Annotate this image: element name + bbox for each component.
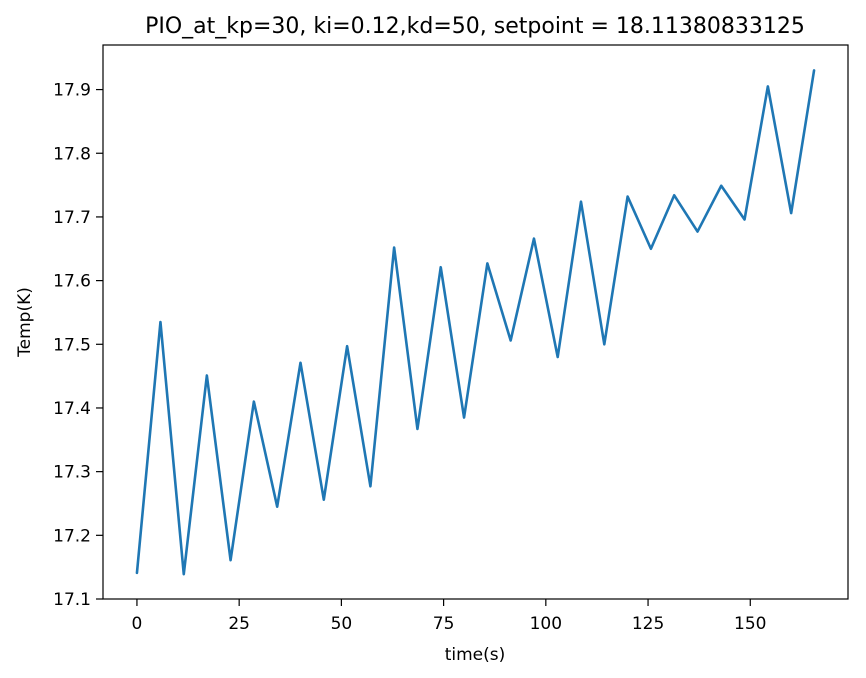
y-tick-label: 17.1: [53, 590, 91, 610]
x-axis: 0 25 50 75 100 125 150: [132, 599, 767, 634]
x-tick-label: 75: [433, 614, 455, 634]
y-tick-label: 17.8: [53, 144, 91, 164]
chart-title: PIO_at_kp=30, ki=0.12,kd=50, setpoint = …: [145, 14, 805, 39]
series-layer: [135, 69, 816, 576]
y-axis-label: Temp(K): [15, 287, 35, 358]
x-tick-label: 50: [331, 614, 353, 634]
y-tick-label: 17.2: [53, 526, 91, 546]
y-tick-label: 17.3: [53, 463, 91, 483]
y-tick-label: 17.4: [53, 399, 91, 419]
plot-frame: [102, 44, 849, 600]
y-tick-label: 17.9: [53, 81, 91, 101]
x-tick-label: 0: [132, 614, 143, 634]
plot-area: [103, 45, 848, 599]
y-tick-label: 17.5: [53, 335, 91, 355]
x-tick-label: 25: [228, 614, 250, 634]
y-axis: 17.1 17.2 17.3 17.4 17.5 17.6 17.7 17.8 17.9: [53, 81, 103, 610]
x-tick-label: 100: [530, 614, 562, 634]
x-axis-label: time(s): [445, 645, 506, 665]
y-tick-label: 17.7: [53, 208, 91, 228]
x-tick-label: 125: [632, 614, 664, 634]
x-tick-label: 150: [734, 614, 766, 634]
y-tick-label: 17.6: [53, 272, 91, 292]
series-line: [135, 69, 816, 576]
